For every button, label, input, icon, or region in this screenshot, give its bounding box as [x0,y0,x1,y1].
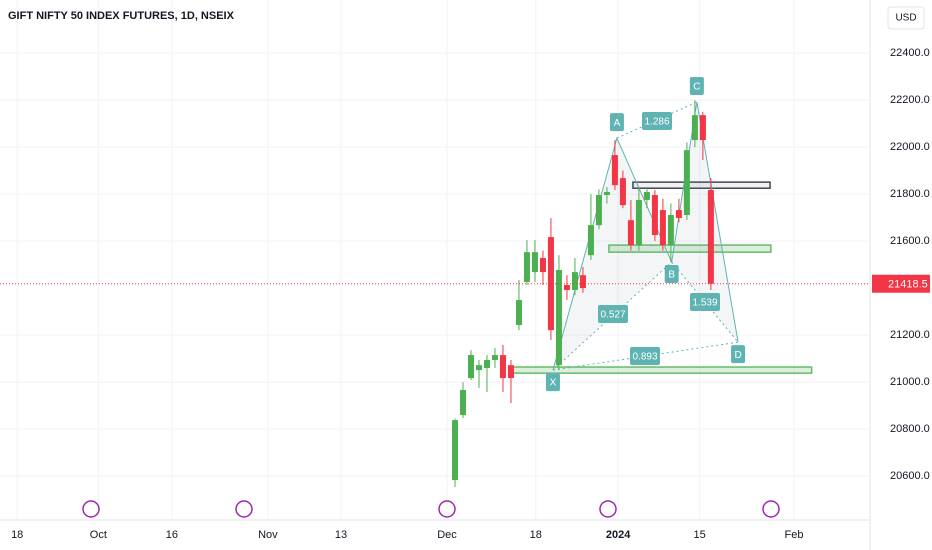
y-tick-label: 20800.0 [890,423,930,435]
point-label-box [545,373,560,392]
y-tick-label: 21000.0 [890,376,930,388]
point-label-box [664,264,679,283]
candle-body [587,225,594,256]
last-price-label: 21418.5 [888,279,928,291]
candle-body [651,195,658,235]
x-tick-label: Feb [785,529,804,541]
ratio-label-box [690,293,720,311]
x-tick-label: Oct [90,529,107,541]
labels: 20600.0 20800.0 21000.0 21200.0 21600.0 21800… [0,47,930,541]
candle-body [691,115,698,141]
candle-body [483,359,490,368]
candle-body [539,258,546,273]
candle-body [643,191,650,200]
y-tick-label: 20600.0 [890,470,930,482]
point-label: B [668,270,675,281]
point-label: X [550,378,557,389]
ratio-label-box [598,305,628,323]
candle-body [547,237,554,331]
candle-body [707,190,714,284]
x-tick-label: 2024 [606,529,631,541]
candle-body [603,191,610,196]
candle-body [571,272,578,290]
y-tick-label: 21200.0 [890,329,930,341]
x-tick-label: 18 [530,529,542,541]
candle-body [467,355,474,379]
candle-body [515,300,522,325]
point-label-box [689,76,704,95]
ratio-label-box [630,347,660,365]
currency[interactable]: USD [895,13,916,24]
ratio-label-box [642,112,672,130]
y-tick-label: 21600.0 [890,235,930,247]
candle-body [659,210,666,246]
candle-body [627,220,634,246]
chart-title: GIFT NIFTY 50 INDEX FUTURES, 1D, NSEIX [8,10,235,22]
pattern-dashed [671,261,739,343]
x-tick-label: 13 [335,529,347,541]
point-label: C [693,82,700,93]
candle-body [563,285,570,290]
event-icon[interactable] [762,500,780,518]
x-tick-label: 15 [694,529,706,541]
event-icon[interactable] [599,500,617,518]
pattern-triangle [552,138,672,371]
point-label-box [731,345,746,364]
candle-body [507,365,514,379]
y-tick-label: 22200.0 [890,94,930,106]
event-icons [82,500,780,518]
candle-body [579,275,586,289]
event-icon[interactable] [438,500,456,518]
ratio-label: 1.539 [692,298,717,309]
y-tick-label: 22000.0 [890,141,930,153]
candle-body [555,269,562,366]
candle-body [531,252,538,273]
candle-body [667,215,674,246]
candle-body [499,355,506,379]
candle-body [459,390,466,415]
candle-body [611,155,618,186]
last-price-tag [872,274,930,293]
candle-body [683,150,690,216]
candle-body [451,420,458,481]
point-label: A [614,118,621,129]
x-tick-label: Dec [437,529,457,541]
pattern-dashed [552,341,739,371]
candle-body [619,178,626,206]
point-label: D [734,350,741,361]
candle-body [699,115,706,141]
candle-body [595,195,602,226]
candles [451,100,714,488]
event-icon[interactable] [235,500,253,518]
candle-body [675,210,682,219]
candle-body [635,199,642,246]
zone [632,181,771,189]
ratio-label: 0.893 [632,352,657,363]
point-label-box [609,113,624,132]
candle-body [491,355,498,360]
ratio-label: 0.527 [600,310,625,321]
x-tick-label: Nov [258,529,278,541]
x-tick-label: 18 [11,529,23,541]
event-icon[interactable] [82,500,100,518]
y-tick-label: 21800.0 [890,188,930,200]
currency-button[interactable] [887,6,925,30]
candle-body [475,365,482,371]
y-tick-label: 22400.0 [890,47,930,59]
grid [0,0,870,520]
x-tick-label: 16 [166,529,178,541]
candle-body [523,252,530,282]
zone [608,244,772,253]
zone [512,366,813,374]
ratio-label: 1.286 [644,117,669,128]
